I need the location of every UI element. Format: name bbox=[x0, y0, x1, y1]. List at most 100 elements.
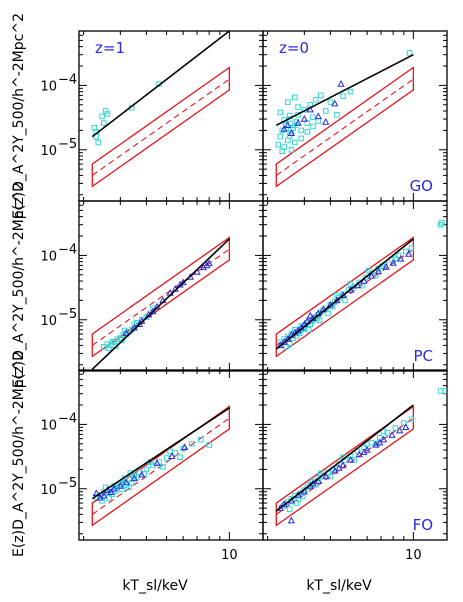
y-tick-label-exponent: −5 bbox=[58, 476, 77, 491]
blue-triangle-point bbox=[280, 124, 288, 132]
cyan-square-point bbox=[286, 506, 293, 513]
fit-line bbox=[275, 404, 414, 512]
blue-triangle-point bbox=[382, 262, 390, 270]
cyan-square-point bbox=[408, 245, 415, 251]
blue-triangle-point bbox=[363, 445, 371, 453]
y-tick-label: 10 bbox=[40, 418, 57, 433]
cyan-square-point bbox=[143, 466, 150, 473]
blue-triangle-point bbox=[130, 474, 138, 482]
cyan-square-point bbox=[285, 137, 291, 144]
cyan-square-point bbox=[315, 118, 322, 124]
blue-triangle-point bbox=[168, 452, 176, 459]
panel-frame bbox=[262, 369, 448, 541]
blue-triangle-point bbox=[405, 249, 413, 257]
plot-area bbox=[91, 405, 231, 527]
y-tick-label-exponent: −5 bbox=[58, 137, 77, 152]
cyan-square-point bbox=[305, 326, 312, 333]
blue-triangle-point bbox=[138, 470, 146, 478]
plot-area bbox=[275, 388, 447, 527]
blue-triangle-point bbox=[153, 459, 161, 466]
cyan-square-point bbox=[119, 337, 125, 344]
red-dashed-line bbox=[275, 78, 414, 176]
cyan-square-point bbox=[298, 127, 305, 134]
cyan-square-point bbox=[318, 470, 324, 476]
plot-area bbox=[91, 31, 231, 188]
cyan-square-point bbox=[365, 267, 372, 274]
red-band bbox=[91, 66, 231, 188]
x-tick-label: 10 bbox=[221, 548, 238, 563]
cyan-square-point bbox=[437, 388, 444, 394]
blue-triangle-point bbox=[180, 443, 189, 451]
blue-triangle-point bbox=[300, 115, 308, 122]
blue-triangle-point bbox=[360, 448, 368, 455]
cyan-square-point bbox=[119, 486, 125, 493]
simulation-tag: PC bbox=[413, 347, 433, 365]
blue-triangle-point bbox=[322, 117, 330, 125]
cyan-square-point bbox=[292, 94, 298, 101]
y-tick-label: 10 bbox=[40, 249, 57, 264]
cyan-square-point bbox=[310, 123, 316, 130]
red-dashed-line bbox=[91, 78, 230, 176]
blue-triangle-point bbox=[287, 129, 296, 137]
blue-triangle-point bbox=[374, 267, 383, 275]
axis-ticks bbox=[79, 30, 263, 201]
axis-ticks bbox=[263, 30, 447, 201]
blue-triangle-point bbox=[335, 463, 343, 471]
cyan-square-point bbox=[408, 416, 415, 423]
axis-ticks bbox=[263, 200, 447, 371]
axis-ticks bbox=[79, 200, 263, 371]
blue-triangle-point bbox=[396, 426, 404, 434]
cyan-square-point bbox=[104, 111, 111, 117]
redshift-label: z=1 bbox=[95, 39, 125, 57]
blue-triangle-point bbox=[287, 516, 296, 524]
cyan-square-point bbox=[95, 139, 102, 146]
blue-triangle-point bbox=[122, 478, 130, 486]
cyan-square-point bbox=[275, 141, 282, 148]
cyan-square-point bbox=[439, 220, 445, 226]
panel-top-left: 10 −410 −5z=1 bbox=[40, 30, 264, 202]
cyan-square-point bbox=[288, 146, 295, 153]
blue-triangle-point bbox=[116, 482, 124, 489]
blue-triangle-point bbox=[314, 477, 322, 485]
cyan-square-point bbox=[316, 317, 323, 324]
y-tick-label: 10 bbox=[40, 314, 57, 329]
y-tick-label-exponent: −4 bbox=[58, 411, 77, 426]
panel-bottom-left: 10−410−510 bbox=[40, 369, 264, 563]
blue-triangle-point bbox=[397, 254, 405, 262]
axis-ticks bbox=[79, 369, 263, 540]
y-tick-label-exponent: −4 bbox=[58, 72, 77, 87]
blue-triangle-point bbox=[322, 472, 330, 480]
cyan-square-point bbox=[347, 88, 354, 95]
y-axis-label-top: E(z)D_A^2Y_500/h^-2Mpc^2 bbox=[11, 13, 27, 219]
cyan-square-point bbox=[292, 139, 298, 146]
cyan-square-point bbox=[368, 439, 375, 446]
cyan-square-point bbox=[322, 108, 329, 114]
cyan-square-point bbox=[99, 113, 105, 120]
cyan-square-point bbox=[198, 436, 204, 443]
red-band bbox=[275, 405, 415, 527]
cyan-square-point bbox=[392, 255, 399, 262]
cyan-square-point bbox=[327, 99, 334, 105]
y-tick-label-exponent: −4 bbox=[58, 242, 77, 257]
cyan-square-point bbox=[442, 388, 447, 394]
cyan-square-point bbox=[327, 473, 334, 480]
cyan-square-point bbox=[279, 127, 286, 134]
x-axis-label-right: kT_sl/keV bbox=[306, 578, 372, 594]
cyan-square-point bbox=[109, 338, 116, 345]
cyan-square-point bbox=[298, 135, 305, 142]
blue-triangle-point bbox=[367, 271, 376, 279]
blue-triangle-point bbox=[306, 311, 314, 319]
cyan-square-point bbox=[312, 96, 319, 103]
blue-triangle-point bbox=[107, 488, 115, 496]
cyan-square-point bbox=[177, 454, 183, 460]
cyan-square-point bbox=[325, 310, 331, 317]
fit-line bbox=[91, 407, 230, 500]
cyan-square-point bbox=[111, 339, 117, 345]
cyan-square-point bbox=[288, 495, 295, 502]
cyan-square-point bbox=[406, 50, 413, 56]
panel-frame bbox=[262, 200, 448, 372]
blue-triangle-point bbox=[379, 435, 388, 443]
panel-top-right: z=0 GO bbox=[262, 30, 448, 202]
